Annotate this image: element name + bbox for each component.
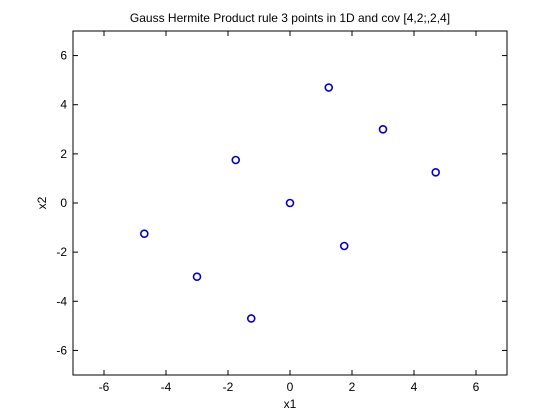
data-point [140,229,149,239]
x-tick-label: 0 [287,380,294,394]
x-tick-label: -6 [99,380,110,394]
x-tick-label: 4 [411,380,418,394]
data-point [324,83,334,92]
data-point [285,198,295,208]
data-point [246,314,256,323]
y-tick-label: 6 [60,49,67,63]
x-tick-label: -2 [223,380,234,394]
data-point [431,167,441,177]
axes-frame [72,30,508,376]
y-tick-labels: -6 -4 -2 0 2 4 6 [56,49,67,358]
data-point [339,241,349,251]
x-tick-labels: -6 -4 -2 0 2 4 6 [99,380,480,394]
data-point [231,155,241,165]
data-point [192,272,202,282]
data-point [378,124,388,134]
y-tick-label: 4 [60,98,67,112]
y-tick-label: -2 [56,245,67,259]
y-tick-label: -6 [56,343,67,357]
tick-marks [73,31,507,375]
y-tick-label: -4 [56,294,67,308]
x-tick-label: 6 [473,380,480,394]
x-tick-label: 2 [349,380,356,394]
axes-background [73,31,507,375]
x-axis-label: x1 [284,397,297,411]
x-tick-label: -4 [161,380,172,394]
chart-title: Gauss Hermite Product rule 3 points in 1… [130,11,450,25]
y-tick-label: 0 [60,196,67,210]
data-points [140,83,441,323]
y-tick-label: 2 [60,147,67,161]
y-axis-label: x2 [35,196,49,209]
